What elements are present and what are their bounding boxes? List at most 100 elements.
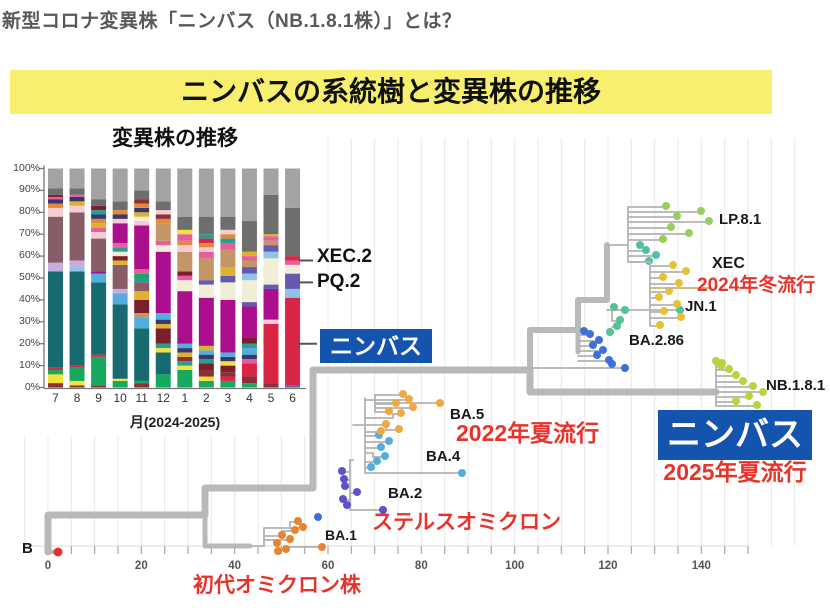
tree-node-dot (677, 313, 685, 321)
bar-segment (134, 299, 150, 314)
bar-segment (241, 256, 257, 261)
tree-node-dot (299, 523, 307, 531)
bar-segment (198, 247, 214, 252)
annotation-2022-summer: 2022年夏流行 (456, 420, 600, 446)
annotation-2024-winter: 2024年冬流行 (697, 275, 816, 296)
tree-axis-tick-label: 40 (228, 560, 242, 572)
tree-node-dot (599, 346, 607, 354)
bar-segment (91, 223, 107, 228)
tree-node-dot (613, 322, 621, 330)
bar-segment (241, 343, 257, 349)
bar-segment (263, 288, 279, 320)
annotation-2025-summer: 2025年夏流行 (663, 459, 807, 485)
bar-segment (134, 291, 150, 300)
bar-segment (91, 354, 107, 357)
x-axis-month-label: 9 (95, 391, 102, 405)
bar-segment (91, 356, 107, 386)
bar-segment (134, 168, 150, 191)
y-axis-tick-label: 20% (18, 336, 40, 349)
bar-segment (198, 258, 214, 281)
tree-node-dot (749, 382, 757, 390)
bar-segment (241, 221, 257, 252)
bar-segment (134, 273, 150, 278)
bar-segment (263, 234, 279, 237)
bar-segment (91, 271, 107, 274)
bar-segment (241, 251, 257, 257)
tree-node-dot (318, 543, 326, 551)
bar-segment (198, 216, 214, 235)
bar-segment (263, 284, 279, 289)
x-axis-month-label: 6 (289, 391, 296, 405)
bar-segment (155, 218, 171, 224)
bar-segment (177, 343, 193, 349)
bar-segment (69, 196, 85, 202)
tree-node-dot (739, 377, 747, 385)
clade-label-ba5: BA.5 (450, 406, 485, 423)
tree-node-dot (675, 279, 683, 287)
bar-segment (220, 372, 236, 377)
bar-segment (112, 242, 128, 248)
bar-segment (177, 348, 193, 353)
bar-segment (48, 367, 63, 370)
y-axis-tick-label: 10% (18, 358, 40, 371)
bar-segment (198, 242, 214, 248)
bar-segment (91, 227, 107, 233)
bar-segment (263, 323, 279, 384)
bar-segment (285, 168, 301, 208)
bar-segment (198, 369, 214, 377)
tree-node-dot (608, 360, 616, 368)
tree-node-dot (659, 235, 667, 243)
bar-segment (220, 282, 236, 300)
bar-segment (241, 302, 257, 307)
x-axis-month-label: 8 (73, 391, 81, 405)
bar-segment (285, 297, 301, 386)
bar-chart-axes (39, 165, 306, 390)
tree-node-dot (341, 482, 349, 490)
bar-segment (155, 245, 171, 252)
tree-node-dot (621, 306, 629, 314)
bar-segment (112, 288, 128, 294)
tree-node-dot (610, 303, 618, 311)
bar-segment (112, 304, 128, 379)
bar-segment (198, 238, 214, 243)
bar-segment (241, 354, 257, 360)
tree-node-dot (379, 506, 387, 514)
tree-node-dot (673, 212, 681, 220)
bar-segment (69, 188, 85, 195)
tree-node-dot (286, 535, 294, 543)
tree-node-dot (656, 321, 664, 329)
bar-segment (134, 225, 150, 270)
bar-segment (112, 247, 128, 252)
bar-segment (69, 380, 85, 386)
tree-node-dot (655, 293, 663, 301)
bar-segment (48, 194, 63, 197)
bar-segment (134, 207, 150, 213)
bar-segment (91, 273, 107, 283)
x-axis-month-label: 7 (52, 391, 59, 405)
tree-node-dot (621, 364, 629, 372)
tree-node-dot (753, 401, 761, 409)
bar-segment (241, 168, 257, 222)
tree-node-dot (645, 257, 653, 265)
bar-segment (198, 359, 214, 364)
tree-node-dot (665, 287, 673, 295)
tree-node-dot (395, 425, 403, 433)
bar-segment (134, 216, 150, 222)
tree-node-dot (732, 371, 740, 379)
tree-node-dot (377, 443, 385, 451)
tree-node-dot (586, 330, 594, 338)
bar-segment (198, 380, 214, 388)
bar-segment (220, 356, 236, 362)
bar-segment (177, 240, 193, 246)
bar-segment (112, 218, 128, 224)
y-axis-tick-label: 90% (18, 183, 40, 196)
bar-segment (112, 223, 128, 243)
bar-segment (48, 374, 63, 384)
bar-segment (220, 234, 236, 239)
bar-segment (112, 293, 128, 305)
bar-segment (155, 352, 171, 375)
bar-segment (263, 240, 279, 246)
bar-segment (220, 376, 236, 381)
bar-segment (155, 240, 171, 246)
